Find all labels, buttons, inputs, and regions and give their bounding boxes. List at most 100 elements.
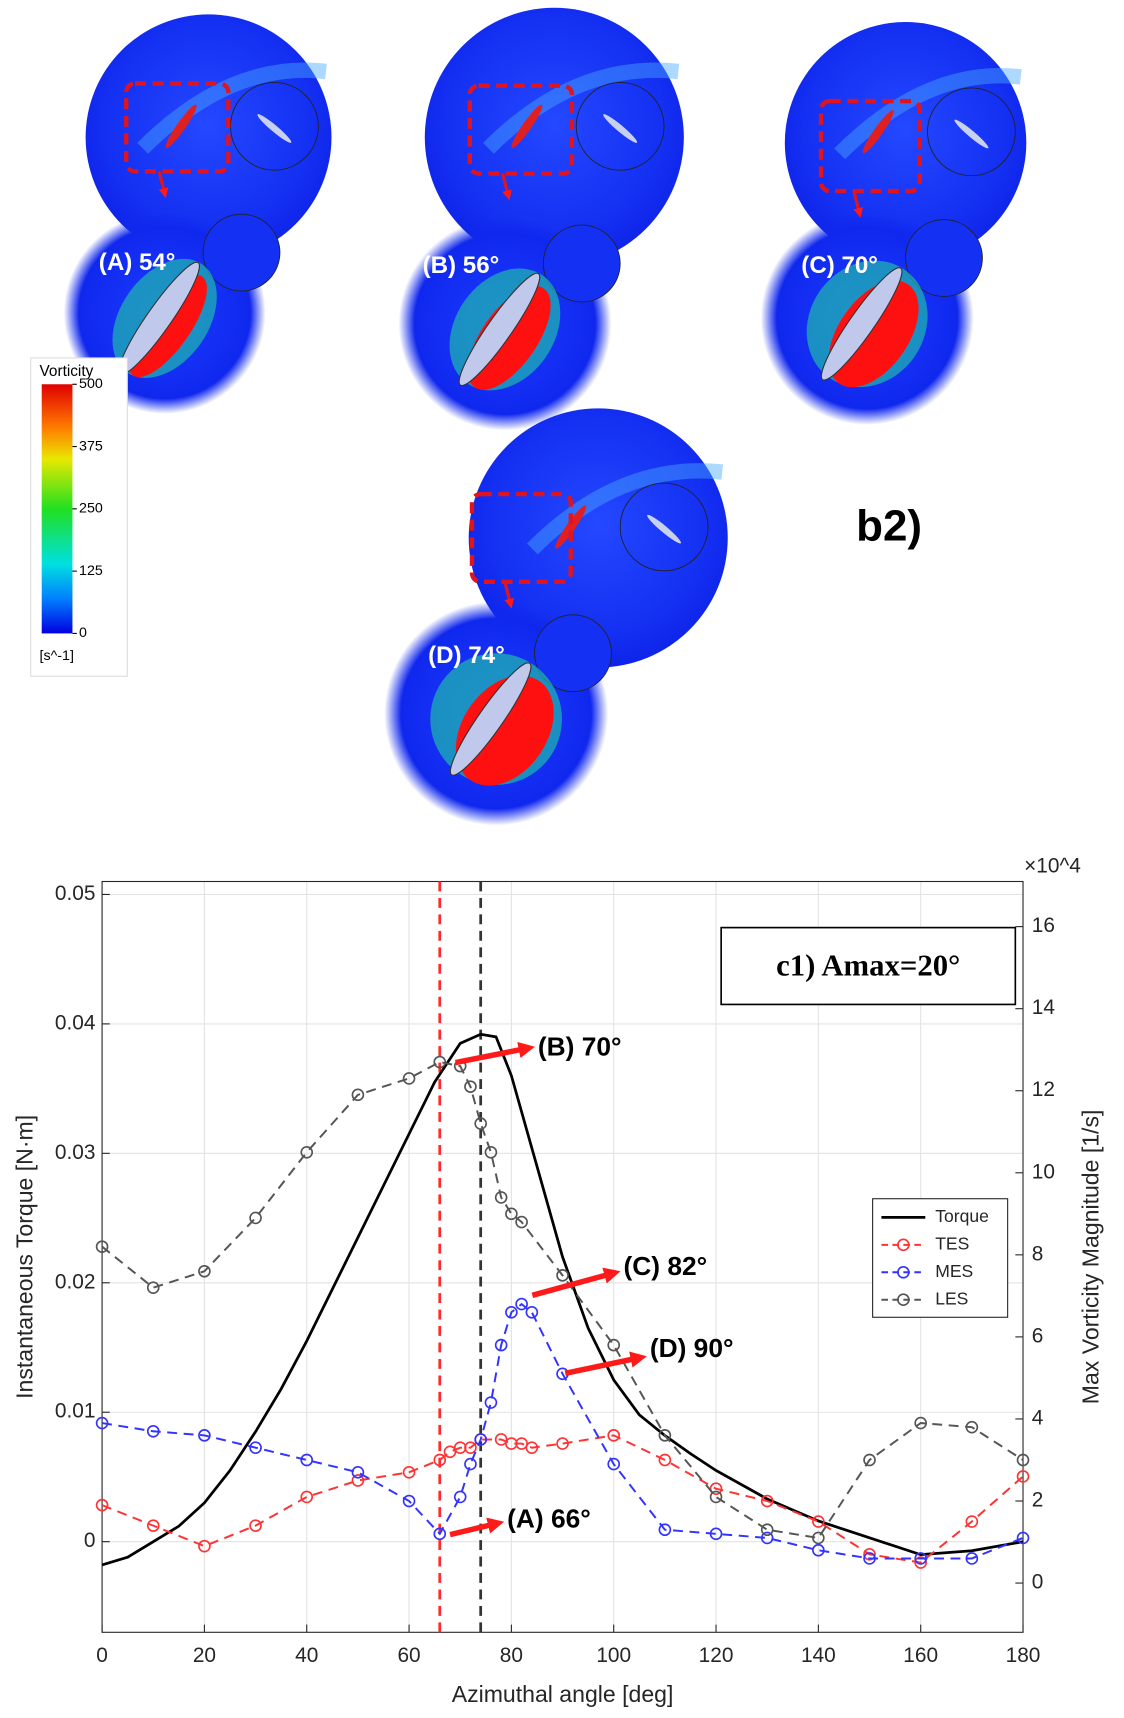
- blade: [165, 104, 197, 149]
- x-tick-label: 20: [193, 1644, 216, 1667]
- zoom-ring: [202, 213, 281, 292]
- data-point: [300, 1453, 314, 1467]
- y2-tick-label: 6: [1032, 1324, 1044, 1347]
- data-point: [464, 1457, 477, 1471]
- plot-frame: [101, 880, 1024, 1633]
- data-point: [965, 1552, 979, 1565]
- data-point: [351, 1088, 365, 1102]
- rotor-ring: [619, 482, 709, 572]
- data-point: [863, 1548, 876, 1561]
- zoom-arrow: [503, 581, 515, 609]
- annotation: (A) 66°: [507, 1503, 591, 1533]
- x-tick-label: 80: [500, 1644, 523, 1667]
- y-axis-label: Instantaneous Torque [N·m]: [11, 1115, 37, 1399]
- annotation-box: [720, 926, 1017, 1006]
- panel-label: (A) 54°: [99, 249, 176, 276]
- annotation-arrow: [531, 1267, 621, 1298]
- data-point: [433, 1453, 447, 1467]
- legend-label: Torque: [935, 1206, 989, 1226]
- y2-tick-label: 16: [1032, 914, 1055, 937]
- data-point: [453, 1490, 467, 1504]
- blade: [603, 114, 638, 143]
- data-point: [198, 1264, 211, 1278]
- chart: 0 20 40 60 80 100 120 140 160 18000.010.020.030.0…: [11, 855, 1103, 1707]
- data-point: [249, 1519, 262, 1532]
- legend-label: MES: [935, 1261, 973, 1281]
- vorticity-panel: (C) 70°: [760, 22, 1027, 425]
- data-point: [300, 1490, 314, 1504]
- annotation: (B) 70°: [538, 1031, 622, 1061]
- data-point: [760, 1494, 774, 1508]
- data-point: [760, 1531, 774, 1545]
- colorbar-tick-label: 250: [79, 501, 103, 517]
- data-point: [464, 1080, 477, 1093]
- data-point: [249, 1441, 262, 1454]
- y-tick-label: 0.01: [55, 1400, 96, 1423]
- y2-axis-label: Max Vorticity Magnitude [1/s]: [1077, 1110, 1103, 1405]
- blade: [458, 272, 541, 387]
- vorticity-panel: (B) 56°: [398, 7, 684, 431]
- data-point: [198, 1539, 211, 1553]
- vorticity-panel: (A) 54°: [63, 14, 332, 414]
- data-point: [95, 1240, 109, 1253]
- panel-label: (B) 56°: [423, 252, 500, 279]
- data-point: [812, 1543, 825, 1557]
- data-point: [505, 1207, 518, 1221]
- blade: [820, 267, 903, 381]
- y2-tick-label: 4: [1032, 1406, 1044, 1429]
- data-point: [1016, 1531, 1030, 1545]
- rotor-ring: [927, 87, 1016, 177]
- annotation-arrow: [564, 1351, 647, 1376]
- blade: [862, 110, 894, 154]
- zoom-arrow: [157, 170, 169, 199]
- wake-streak: [834, 68, 1022, 160]
- colorbar-tick-label: 125: [79, 563, 103, 579]
- data-point: [433, 1055, 447, 1069]
- zoom-arrow: [852, 190, 864, 218]
- annotation-box-text: c1) Amax=20°: [776, 948, 960, 982]
- data-point: [556, 1437, 569, 1450]
- data-point: [607, 1457, 621, 1471]
- vortex-core: [455, 675, 554, 786]
- y2-tick-label: 14: [1032, 996, 1055, 1019]
- data-point: [709, 1482, 723, 1496]
- y-tick-label: 0.04: [55, 1011, 96, 1034]
- colorbar-title: Vorticity: [40, 363, 94, 380]
- flow-field: [85, 14, 332, 261]
- data-point: [863, 1552, 876, 1565]
- y-tick-label: 0.02: [55, 1270, 96, 1293]
- focus-box: [818, 98, 923, 194]
- x-tick-label: 100: [596, 1644, 631, 1667]
- data-point: [914, 1416, 928, 1430]
- zoom-ring: [542, 224, 621, 303]
- series-line: [101, 1302, 1024, 1560]
- data-point: [965, 1515, 979, 1528]
- zoom-ring: [534, 614, 612, 693]
- colorbar-tick-label: 500: [79, 376, 103, 392]
- data-point: [965, 1420, 979, 1434]
- blade: [647, 514, 682, 544]
- data-point: [494, 1191, 508, 1204]
- blade: [555, 505, 587, 549]
- annotation: (D) 90°: [650, 1333, 734, 1363]
- data-point: [146, 1281, 160, 1294]
- annotation: (C) 82°: [623, 1251, 707, 1281]
- y2-multiplier: ×10^4: [1024, 855, 1081, 878]
- data-point: [402, 1072, 416, 1085]
- legend-marker: [897, 1293, 910, 1307]
- x-tick-label: 0: [96, 1644, 108, 1667]
- flow-field: [468, 408, 728, 668]
- figure-label: b2): [856, 502, 922, 551]
- y-tick-label: 0: [84, 1529, 96, 1552]
- data-point: [607, 1429, 621, 1442]
- y2-tick-label: 2: [1032, 1489, 1044, 1512]
- colorbar-unit: [s^-1]: [40, 648, 74, 664]
- data-point: [300, 1145, 314, 1159]
- data-point: [249, 1211, 262, 1225]
- data-point: [198, 1429, 211, 1442]
- blade: [449, 662, 532, 776]
- data-point: [658, 1453, 672, 1467]
- data-point: [1016, 1470, 1030, 1483]
